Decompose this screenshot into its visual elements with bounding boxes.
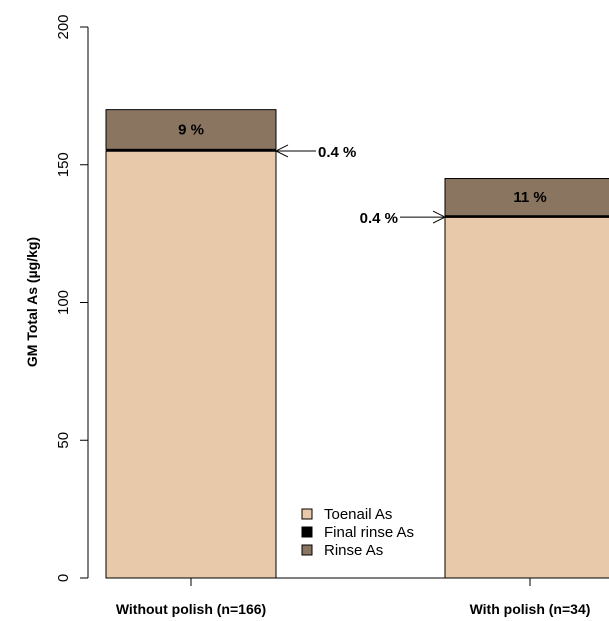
bars: 9 % 11 % xyxy=(105,109,609,579)
annotation-arrowhead xyxy=(432,210,447,224)
annotation-label: 0.4 % xyxy=(360,210,398,227)
y-tick-label: 50 xyxy=(55,432,72,449)
bar-segment-rinse-as xyxy=(444,178,609,217)
bar-segment-toenail-as xyxy=(105,150,277,579)
legend-entry: Final rinse As xyxy=(324,524,414,541)
x-tick-label: With polish (n=34) xyxy=(470,601,591,617)
segment-percent-label: 11 % xyxy=(513,189,546,206)
bar-segment-rinse-as xyxy=(105,109,277,150)
bar-segment-toenail-as xyxy=(444,216,609,579)
bar-segment-final-rinse-as xyxy=(106,149,276,151)
x-tick-label: Without polish (n=166) xyxy=(116,601,266,617)
legend-swatch xyxy=(301,508,313,520)
y-axis: 0 50 100 150 200 xyxy=(55,14,89,582)
y-tick-label: 150 xyxy=(55,152,72,177)
annotation-arrowhead xyxy=(274,144,289,158)
x-axis: Without polish (n=166) With polish (n=34) xyxy=(116,577,591,617)
y-tick-label: 200 xyxy=(55,14,72,39)
legend-entry: Rinse As xyxy=(324,542,383,559)
legend-entry: Toenail As xyxy=(324,506,392,523)
annotation-label: 0.4 % xyxy=(318,144,356,161)
annotations: 0.4 % 0.4 % xyxy=(274,144,447,227)
y-axis-title: GM Total As (µg/kg) xyxy=(24,237,40,367)
legend-swatch xyxy=(301,526,313,538)
segment-percent-label: 9 % xyxy=(178,121,204,138)
y-tick-label: 100 xyxy=(55,290,72,315)
legend-swatch xyxy=(301,544,313,556)
y-tick-label: 0 xyxy=(55,574,72,582)
